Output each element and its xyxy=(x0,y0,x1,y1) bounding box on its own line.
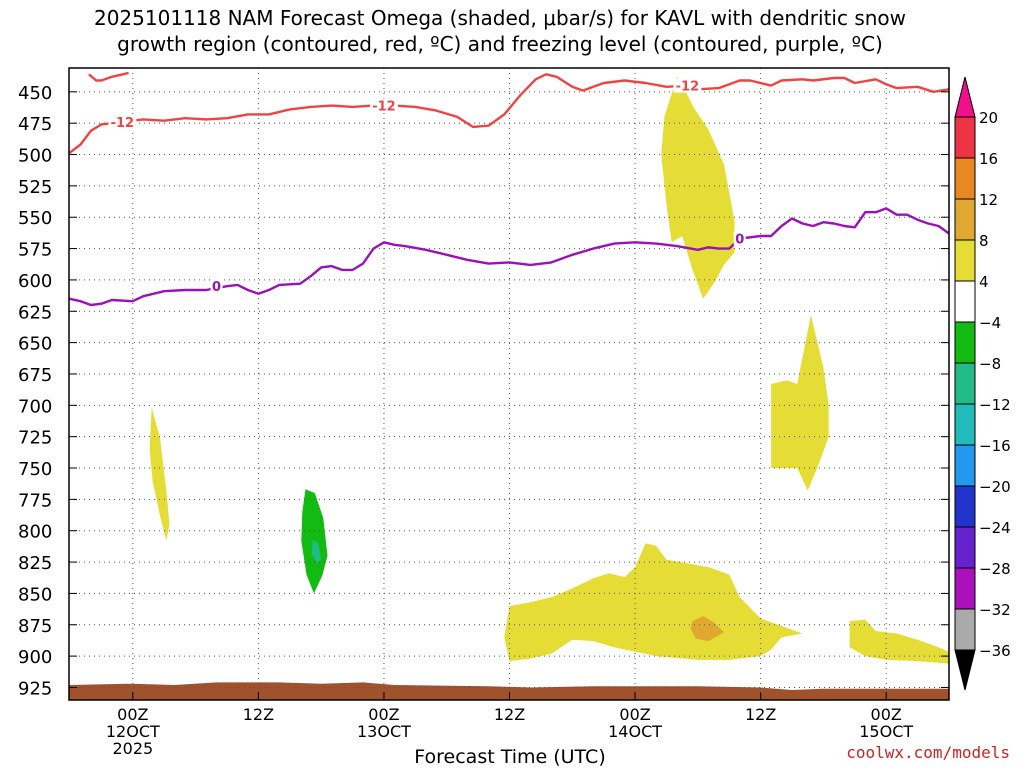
omega-shaded-region xyxy=(771,315,829,491)
colorbar-band xyxy=(954,362,976,405)
colorbar-label: −16 xyxy=(979,437,1011,455)
contour-label-bg xyxy=(210,279,223,294)
colorbar-band xyxy=(954,239,976,282)
colorbar-band xyxy=(954,280,976,323)
y-tick-label: 650 xyxy=(18,334,52,355)
contour-label-bg xyxy=(673,78,702,93)
x-tick-label: 13OCT xyxy=(357,722,411,741)
chart-title-line-2: growth region (contoured, red, ºC) and f… xyxy=(117,32,883,56)
y-tick-label: 450 xyxy=(18,83,52,104)
colorbar-label: −28 xyxy=(979,560,1011,578)
x-tick-label: 00Z xyxy=(619,705,650,724)
colorbar-band xyxy=(954,526,976,569)
y-tick-label: 825 xyxy=(18,553,52,574)
omega-shaded-region xyxy=(149,407,170,541)
colorbar-label: 4 xyxy=(979,273,989,291)
x-tick-label: 00Z xyxy=(117,705,148,724)
terrain-fill xyxy=(69,682,949,700)
y-tick-label: 850 xyxy=(18,584,52,605)
colorbar-bottom-arrow xyxy=(954,649,976,691)
colorbar: 20 16 12 8 4 −4 −8 −12 −16 −20 −24 −28 −32 −36 xyxy=(954,76,1011,691)
y-tick-label: 925 xyxy=(18,678,52,699)
colorbar-band xyxy=(954,608,976,651)
y-tick-label: 800 xyxy=(18,522,52,543)
contour-label: 0 xyxy=(735,233,744,248)
y-tick-label: 875 xyxy=(18,616,52,637)
colorbar-label: 20 xyxy=(979,109,998,127)
colorbar-band xyxy=(954,444,976,487)
colorbar-band xyxy=(954,321,976,364)
y-tick-label: 675 xyxy=(18,365,52,386)
x-axis-label: Forecast Time (UTC) xyxy=(414,746,606,768)
x-tick-label: 14OCT xyxy=(608,722,662,741)
y-tick-label: 475 xyxy=(18,114,52,135)
colorbar-label: 16 xyxy=(979,150,998,168)
x-tick-label: 15OCT xyxy=(859,722,913,741)
x-tick-label: 2025 xyxy=(112,739,153,758)
y-tick-label: 900 xyxy=(18,647,52,668)
omega-shaded-region xyxy=(311,539,322,564)
y-tick-label: 575 xyxy=(18,240,52,261)
omega-shaded-region xyxy=(504,543,803,662)
colorbar-label: −36 xyxy=(979,642,1011,660)
omega-shaded-region xyxy=(661,76,735,299)
colorbar-label: 12 xyxy=(979,191,998,209)
colorbar-label: −8 xyxy=(979,355,1001,373)
colorbar-band xyxy=(954,485,976,528)
omega-shaded-region xyxy=(690,616,724,642)
y-tick-label: 500 xyxy=(18,146,52,167)
x-tick-label: 12OCT xyxy=(106,722,160,741)
x-tick-label: 12Z xyxy=(243,705,274,724)
contour-label: -12 xyxy=(111,116,135,131)
colorbar-label: 8 xyxy=(979,232,989,250)
contour-line xyxy=(69,73,949,155)
y-tick-label: 775 xyxy=(18,490,52,511)
x-tick-label: 12Z xyxy=(745,705,776,724)
colorbar-band xyxy=(954,567,976,610)
colorbar-label: −12 xyxy=(979,396,1011,414)
y-tick-label: 525 xyxy=(18,177,52,198)
contour-label: 0 xyxy=(212,280,221,295)
colorbar-label: −24 xyxy=(979,519,1011,537)
contour-label: -12 xyxy=(372,100,396,115)
y-tick-label: 625 xyxy=(18,302,52,323)
colorbar-band xyxy=(954,157,976,200)
y-tick-label: 550 xyxy=(18,208,52,229)
colorbar-band xyxy=(954,403,976,446)
contour-line xyxy=(69,207,949,307)
contour-label-bg xyxy=(733,231,746,246)
colorbar-label: −4 xyxy=(979,314,1001,332)
contour-line xyxy=(88,71,129,82)
colorbar-band xyxy=(954,116,976,159)
y-tick-label: 600 xyxy=(18,271,52,292)
colorbar-band xyxy=(954,198,976,241)
y-tick-label: 725 xyxy=(18,428,52,449)
plot-area-group: -12 -12 -12 0 0 xyxy=(69,68,949,700)
colorbar-label: −20 xyxy=(979,478,1011,496)
contour-label-bg xyxy=(108,114,137,129)
x-tick-label: 12Z xyxy=(494,705,525,724)
contour-label: -12 xyxy=(676,80,700,95)
source-credit[interactable]: coolwx.com/models xyxy=(846,743,1010,762)
y-tick-label: 750 xyxy=(18,459,52,480)
omega-shaded-region xyxy=(849,619,949,664)
x-tick-label: 00Z xyxy=(368,705,399,724)
colorbar-label: −32 xyxy=(979,601,1011,619)
plot-frame xyxy=(68,67,950,701)
chart-title-line-1: 2025101118 NAM Forecast Omega (shaded, μ… xyxy=(93,6,907,30)
colorbar-top-arrow xyxy=(954,76,976,118)
contour-label-bg xyxy=(369,98,398,113)
x-tick-label: 00Z xyxy=(871,705,902,724)
y-tick-label: 700 xyxy=(18,396,52,417)
